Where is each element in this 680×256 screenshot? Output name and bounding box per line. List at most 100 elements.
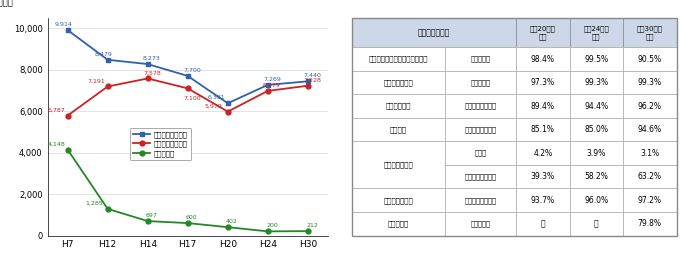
Text: 600: 600 — [186, 215, 198, 220]
FancyBboxPatch shape — [570, 118, 623, 141]
FancyBboxPatch shape — [352, 71, 445, 94]
FancyBboxPatch shape — [445, 71, 516, 94]
Text: 98.4%: 98.4% — [530, 55, 555, 63]
FancyBboxPatch shape — [445, 165, 516, 188]
Text: 8,273: 8,273 — [143, 56, 160, 61]
Text: 85.0%: 85.0% — [584, 125, 609, 134]
再資源化・縮減量 — [264, 89, 272, 92]
Text: 建設発生土: 建設発生土 — [388, 220, 409, 227]
Text: 再資源化・縮減率: 再資源化・縮減率 — [464, 103, 496, 109]
FancyBboxPatch shape — [445, 212, 516, 236]
Text: 5,787: 5,787 — [48, 108, 65, 112]
FancyBboxPatch shape — [516, 165, 570, 188]
再資源化・縮減量 — [103, 85, 112, 88]
建設廃棄物搭出量 — [143, 62, 152, 66]
Text: 有効利用率: 有効利用率 — [471, 220, 490, 227]
Text: －: － — [541, 219, 545, 228]
FancyBboxPatch shape — [516, 188, 570, 212]
Text: 平成24年度
実績: 平成24年度 実績 — [583, 26, 609, 40]
FancyBboxPatch shape — [516, 118, 570, 141]
Text: 再資源化率: 再資源化率 — [471, 56, 490, 62]
再資源化・縮減量 — [63, 114, 71, 117]
FancyBboxPatch shape — [352, 141, 445, 188]
再資源化・縮減量 — [304, 84, 312, 87]
建設廃棄物搭出量 — [264, 83, 272, 87]
Legend: 建設廃棄物搭出量, 再資源化・縮減量, 最終処分量: 建設廃棄物搭出量, 再資源化・縮減量, 最終処分量 — [130, 128, 191, 161]
Text: アスファルト・コンクリート塊: アスファルト・コンクリート塊 — [369, 56, 428, 62]
FancyBboxPatch shape — [570, 212, 623, 236]
FancyBboxPatch shape — [352, 118, 445, 141]
Text: 単位:万トン: 単位:万トン — [0, 0, 14, 7]
FancyBboxPatch shape — [623, 141, 677, 165]
Text: 7,700: 7,700 — [183, 68, 201, 73]
Text: 85.1%: 85.1% — [531, 125, 555, 134]
FancyBboxPatch shape — [352, 47, 445, 71]
建設廃棄物搭出量 — [224, 102, 232, 105]
Text: 6,381: 6,381 — [208, 95, 226, 100]
Text: 97.2%: 97.2% — [638, 196, 662, 205]
FancyBboxPatch shape — [445, 118, 516, 141]
FancyBboxPatch shape — [570, 94, 623, 118]
Text: 排出率: 排出率 — [474, 150, 486, 156]
Text: 63.2%: 63.2% — [638, 172, 662, 181]
Text: －: － — [594, 219, 598, 228]
再資源化・縮減量 — [184, 87, 192, 90]
Text: 建設発生木材: 建設発生木材 — [386, 103, 411, 109]
FancyBboxPatch shape — [570, 71, 623, 94]
Text: 4.2%: 4.2% — [533, 149, 552, 158]
建設廃棄物搭出量 — [304, 80, 312, 83]
Text: 39.3%: 39.3% — [530, 172, 555, 181]
Text: 79.8%: 79.8% — [638, 219, 662, 228]
FancyBboxPatch shape — [623, 18, 677, 47]
Text: 402: 402 — [226, 219, 238, 224]
FancyBboxPatch shape — [623, 188, 677, 212]
Text: 212: 212 — [306, 223, 318, 228]
FancyBboxPatch shape — [516, 47, 570, 71]
最終処分量 — [264, 230, 272, 233]
Text: 7,578: 7,578 — [143, 70, 160, 75]
Text: 8,479: 8,479 — [95, 52, 112, 57]
FancyBboxPatch shape — [623, 94, 677, 118]
Text: 89.4%: 89.4% — [530, 102, 555, 111]
Text: 再資源化・縮減率: 再資源化・縮減率 — [464, 197, 496, 204]
FancyBboxPatch shape — [570, 18, 623, 47]
最終処分量 — [304, 230, 312, 233]
Text: 697: 697 — [146, 213, 158, 218]
建設廃棄物搭出量 — [103, 58, 112, 61]
FancyBboxPatch shape — [570, 47, 623, 71]
Text: 5,979: 5,979 — [205, 103, 223, 109]
Text: 建設混合廃棄物: 建設混合廃棄物 — [384, 162, 413, 168]
建設廃棄物搭出量 — [184, 74, 192, 78]
Text: 94.4%: 94.4% — [584, 102, 609, 111]
再資源化・縮減量 — [143, 77, 152, 80]
Text: 6,979: 6,979 — [263, 83, 281, 88]
Line: 建設廃棄物搭出量: 建設廃棄物搭出量 — [65, 28, 310, 106]
FancyBboxPatch shape — [445, 188, 516, 212]
Text: コンクリート塊: コンクリート塊 — [384, 79, 413, 86]
Text: 99.3%: 99.3% — [638, 78, 662, 87]
Text: 平成20年度
実績: 平成20年度 実績 — [530, 26, 556, 40]
Text: 再資源化率: 再資源化率 — [471, 79, 490, 86]
FancyBboxPatch shape — [623, 212, 677, 236]
FancyBboxPatch shape — [352, 18, 516, 47]
Text: 96.2%: 96.2% — [638, 102, 662, 111]
Text: 90.5%: 90.5% — [638, 55, 662, 63]
FancyBboxPatch shape — [516, 141, 570, 165]
Text: 対　象　品　目: 対 象 品 目 — [418, 28, 450, 37]
FancyBboxPatch shape — [352, 94, 445, 118]
FancyBboxPatch shape — [516, 94, 570, 118]
Text: 4,148: 4,148 — [48, 141, 65, 146]
FancyBboxPatch shape — [570, 165, 623, 188]
FancyBboxPatch shape — [623, 165, 677, 188]
Text: 建設汚泥: 建設汚泥 — [390, 126, 407, 133]
Text: 58.2%: 58.2% — [584, 172, 608, 181]
FancyBboxPatch shape — [516, 212, 570, 236]
Text: 平成30年度
実績: 平成30年度 実績 — [637, 26, 663, 40]
FancyBboxPatch shape — [570, 141, 623, 165]
最終処分量 — [184, 221, 192, 225]
Text: 7,100: 7,100 — [183, 95, 201, 101]
Text: 1,285: 1,285 — [85, 201, 103, 206]
FancyBboxPatch shape — [445, 141, 516, 165]
Text: 3.1%: 3.1% — [641, 149, 660, 158]
FancyBboxPatch shape — [623, 47, 677, 71]
